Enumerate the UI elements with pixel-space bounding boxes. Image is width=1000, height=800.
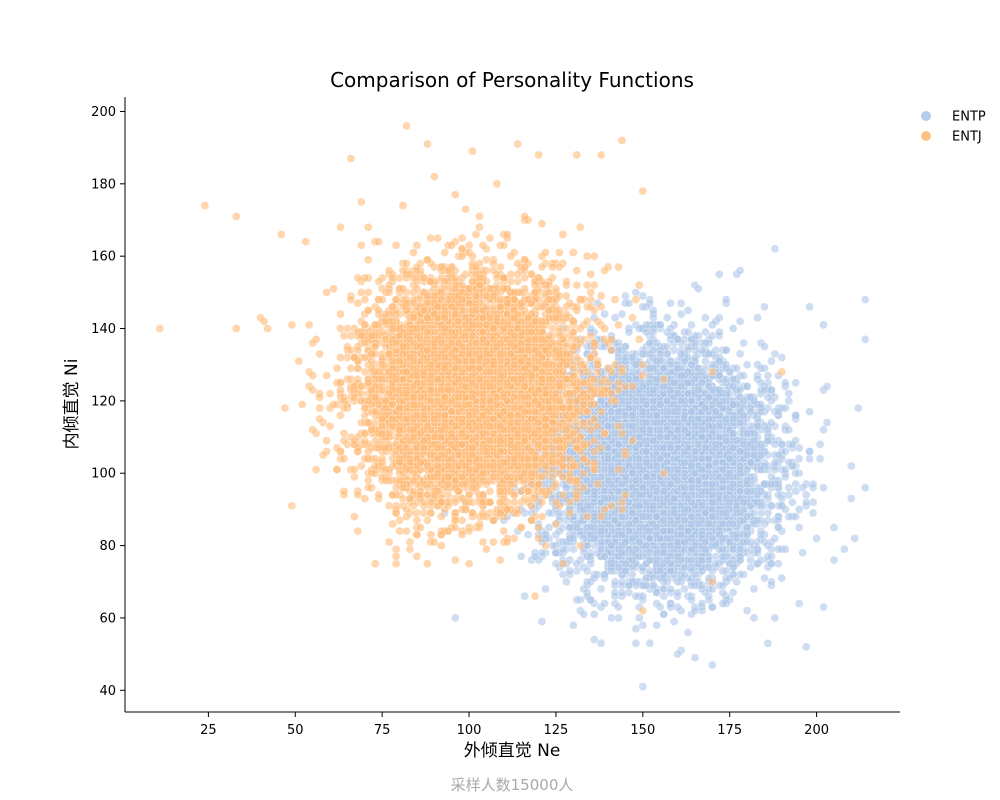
scatter-point (451, 613, 460, 623)
scatter-point (610, 588, 620, 597)
scatter-point (555, 526, 564, 536)
scatter-point (624, 327, 634, 337)
scatter-point (583, 566, 592, 576)
scatter-point (718, 552, 727, 561)
scatter-point (729, 324, 738, 333)
scatter-point (739, 371, 748, 380)
scatter-point (659, 592, 668, 601)
scatter-point (729, 588, 738, 597)
scatter-point (749, 584, 759, 594)
scatter-point (683, 628, 693, 637)
scatter-point (715, 313, 724, 322)
scatter-point (652, 588, 661, 597)
scatter-point (774, 490, 783, 500)
scatter-point (663, 342, 672, 351)
scatter-point (777, 573, 786, 583)
scatter-point (701, 313, 710, 322)
scatter-point (600, 599, 609, 608)
scatter-point (541, 584, 550, 594)
scatter-point (763, 371, 773, 380)
scatter-point (802, 490, 811, 500)
scatter-point (756, 364, 766, 373)
scatter-point (777, 353, 786, 362)
scatter-point (791, 469, 800, 478)
scatter-point (523, 530, 533, 539)
scatter-point (781, 378, 790, 387)
scatter-point (770, 465, 780, 474)
scatter-point (607, 613, 616, 623)
scatter-point (805, 407, 814, 416)
scatter-point (815, 454, 825, 463)
scatter-point (590, 610, 599, 619)
scatter-point (649, 327, 658, 337)
scatter-point (676, 299, 686, 308)
scatter-point (645, 639, 654, 648)
scatter-point (565, 566, 574, 576)
scatter-point (628, 570, 637, 579)
scatter-point (701, 327, 710, 337)
scatter-point (617, 309, 627, 319)
scatter-point (815, 440, 825, 449)
scatter-point (673, 588, 682, 597)
scatter-point (551, 548, 561, 557)
scatter-point (760, 342, 769, 351)
scatter-point (722, 566, 731, 576)
scatter-point (600, 309, 609, 319)
scatter-point (795, 523, 804, 532)
scatter-point (791, 479, 800, 489)
scatter-point (788, 498, 797, 507)
scatter-point (850, 534, 859, 543)
scatter-point (649, 581, 658, 590)
scatter-point (735, 317, 745, 326)
scatter-point (572, 595, 581, 605)
scatter-point (822, 418, 832, 427)
scatter-point (614, 613, 623, 623)
scatter-point (795, 505, 804, 514)
scatter-point (572, 559, 581, 568)
scatter-point (544, 508, 554, 518)
scatter-point (753, 537, 762, 547)
scatter-point (572, 566, 581, 576)
chart-title: Comparison of Personality Functions (330, 68, 694, 92)
scatter-point (795, 454, 804, 463)
scatter-point (656, 320, 665, 330)
scatter-point (649, 306, 658, 315)
scatter-point (666, 299, 675, 308)
scatter-point (631, 639, 641, 648)
scatter-point (819, 602, 828, 612)
scatter-point (808, 508, 818, 518)
points-layer (155, 121, 870, 691)
scatter-point (756, 378, 766, 387)
scatter-point (666, 584, 675, 594)
scatter-point (569, 621, 578, 630)
series-entp (440, 244, 870, 691)
scatter-point (753, 313, 762, 322)
scatter-point (520, 592, 529, 601)
scatter-point (784, 389, 793, 398)
scatter-point (652, 621, 661, 630)
scatter-point (663, 313, 672, 322)
scatter-point (562, 577, 571, 586)
scatter-point (621, 291, 630, 301)
scatter-point (819, 483, 828, 492)
scatter-point (805, 454, 814, 463)
scatter-point (683, 306, 693, 315)
scatter-point (788, 440, 797, 449)
scatter-point (596, 584, 606, 594)
